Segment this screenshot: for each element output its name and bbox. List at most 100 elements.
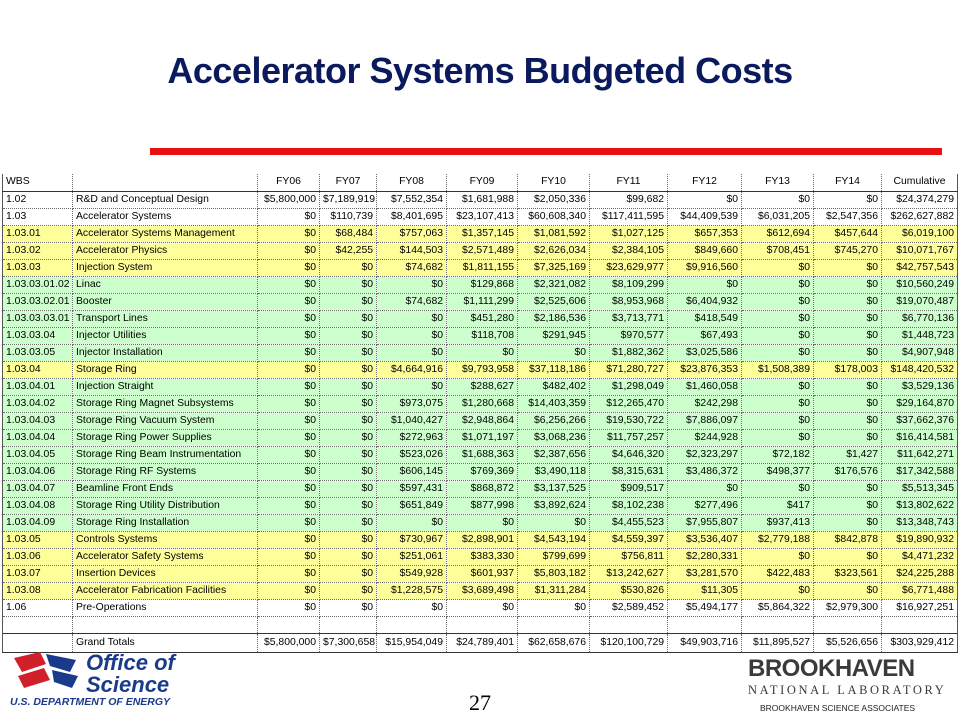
fy11-cell: $530,826 [589, 582, 668, 600]
fy13-cell: $0 [741, 293, 814, 311]
totals-wbs-cell [2, 632, 73, 653]
fy14-cell: $0 [813, 480, 882, 498]
fy12-cell: $244,928 [667, 429, 742, 447]
fy09-cell: $2,948,864 [446, 412, 518, 430]
item-name-cell: Pre-Operations [72, 599, 258, 617]
fy10-cell: $60,608,340 [517, 208, 590, 226]
fy08-cell: $4,664,916 [376, 361, 447, 379]
fy13-cell: $1,508,389 [741, 361, 814, 379]
column-header: FY06 [257, 174, 320, 192]
fy06-cell: $0 [257, 497, 320, 515]
table-row: 1.03.04.06 Storage Ring RF Systems $0 $0 $60… [2, 463, 958, 481]
fy10-cell: $6,256,266 [517, 412, 590, 430]
fy10-cell: $14,403,359 [517, 395, 590, 413]
fy07-cell: $0 [319, 531, 377, 549]
wbs-cell: 1.03.04 [2, 361, 73, 379]
item-name-cell: Accelerator Safety Systems [72, 548, 258, 566]
fy07-cell: $0 [319, 361, 377, 379]
fy11-cell: $12,265,470 [589, 395, 668, 413]
cumulative-cell: $19,890,932 [881, 531, 958, 549]
fy13-cell: $0 [741, 582, 814, 600]
page-number: 27 [469, 690, 491, 715]
fy09-cell: $868,872 [446, 480, 518, 498]
wbs-cell: 1.03.04.04 [2, 429, 73, 447]
fy09-cell: $1,071,197 [446, 429, 518, 447]
fy09-cell: $118,708 [446, 327, 518, 345]
fy08-cell [376, 616, 447, 634]
fy14-cell: $842,878 [813, 531, 882, 549]
totals-fy13: $11,895,527 [741, 632, 814, 653]
fy08-cell: $74,682 [376, 259, 447, 277]
fy11-cell: $8,102,238 [589, 497, 668, 515]
fy14-cell: $178,003 [813, 361, 882, 379]
item-name-cell: Storage Ring [72, 361, 258, 379]
fy09-cell: $2,571,489 [446, 242, 518, 260]
fy12-cell: $3,025,586 [667, 344, 742, 362]
fy12-cell: $11,305 [667, 582, 742, 600]
cumulative-cell: $13,802,622 [881, 497, 958, 515]
fy06-cell: $0 [257, 480, 320, 498]
wbs-cell: 1.03.04.09 [2, 514, 73, 532]
cumulative-cell: $6,771,488 [881, 582, 958, 600]
fy10-cell: $0 [517, 599, 590, 617]
fy06-cell: $0 [257, 463, 320, 481]
fy13-cell: $0 [741, 480, 814, 498]
fy13-cell: $417 [741, 497, 814, 515]
totals-fy07: $7,300,658 [319, 632, 377, 653]
table-row: 1.03.07 Insertion Devices $0 $0 $549,928 $601… [2, 565, 958, 583]
wbs-cell: 1.03.04.07 [2, 480, 73, 498]
fy11-cell: $8,953,968 [589, 293, 668, 311]
fy09-cell: $1,357,145 [446, 225, 518, 243]
table-row: 1.03.04.02 Storage Ring Magnet Subsystems… [2, 395, 958, 413]
fy06-cell: $0 [257, 429, 320, 447]
cumulative-cell: $19,070,487 [881, 293, 958, 311]
fy09-cell [446, 616, 518, 634]
table-row: 1.03.04.05 Storage Ring Beam Instrumentat… [2, 446, 958, 464]
item-name-cell: Storage Ring Installation [72, 514, 258, 532]
cumulative-cell: $16,927,251 [881, 599, 958, 617]
fy14-cell: $0 [813, 259, 882, 277]
wbs-cell [2, 616, 73, 634]
fy11-cell: $3,713,771 [589, 310, 668, 328]
fy07-cell: $0 [319, 565, 377, 583]
fy09-cell: $9,793,958 [446, 361, 518, 379]
fy08-cell: $973,075 [376, 395, 447, 413]
fy07-cell: $0 [319, 378, 377, 396]
fy11-cell: $1,027,125 [589, 225, 668, 243]
table-row: 1.03.08 Accelerator Fabrication Facilitie… [2, 582, 958, 600]
office-of-science-line1: Office of [86, 650, 175, 675]
fy12-cell: $0 [667, 480, 742, 498]
fy12-cell: $67,493 [667, 327, 742, 345]
fy09-cell: $1,280,668 [446, 395, 518, 413]
fy09-cell: $0 [446, 344, 518, 362]
fy08-cell: $0 [376, 378, 447, 396]
fy14-cell: $0 [813, 310, 882, 328]
fy07-cell: $68,484 [319, 225, 377, 243]
fy14-cell: $0 [813, 412, 882, 430]
fy13-cell: $72,182 [741, 446, 814, 464]
cumulative-cell: $262,627,882 [881, 208, 958, 226]
fy10-cell: $2,321,082 [517, 276, 590, 294]
title-underline [150, 148, 942, 155]
fy11-cell: $117,411,595 [589, 208, 668, 226]
item-name-cell: Beamline Front Ends [72, 480, 258, 498]
table-row: 1.03.04 Storage Ring $0 $0 $4,664,916 $9,793,… [2, 361, 958, 379]
wbs-cell: 1.03.03.02.01 [2, 293, 73, 311]
fy07-cell: $0 [319, 497, 377, 515]
office-of-science-logo: Office of Science U.S. DEPARTMENT OF ENE… [10, 650, 230, 712]
fy12-cell: $2,323,297 [667, 446, 742, 464]
fy09-cell: $1,111,299 [446, 293, 518, 311]
fy14-cell: $0 [813, 548, 882, 566]
totals-fy08: $15,954,049 [376, 632, 447, 653]
fy14-cell: $0 [813, 327, 882, 345]
wbs-cell: 1.03.04.03 [2, 412, 73, 430]
fy06-cell: $0 [257, 327, 320, 345]
fy09-cell: $383,330 [446, 548, 518, 566]
fy10-cell: $291,945 [517, 327, 590, 345]
totals-label: Grand Totals [72, 632, 258, 653]
cumulative-cell: $5,513,345 [881, 480, 958, 498]
fy13-cell: $0 [741, 276, 814, 294]
fy13-cell: $0 [741, 344, 814, 362]
fy06-cell: $0 [257, 412, 320, 430]
cumulative-cell: $16,414,581 [881, 429, 958, 447]
